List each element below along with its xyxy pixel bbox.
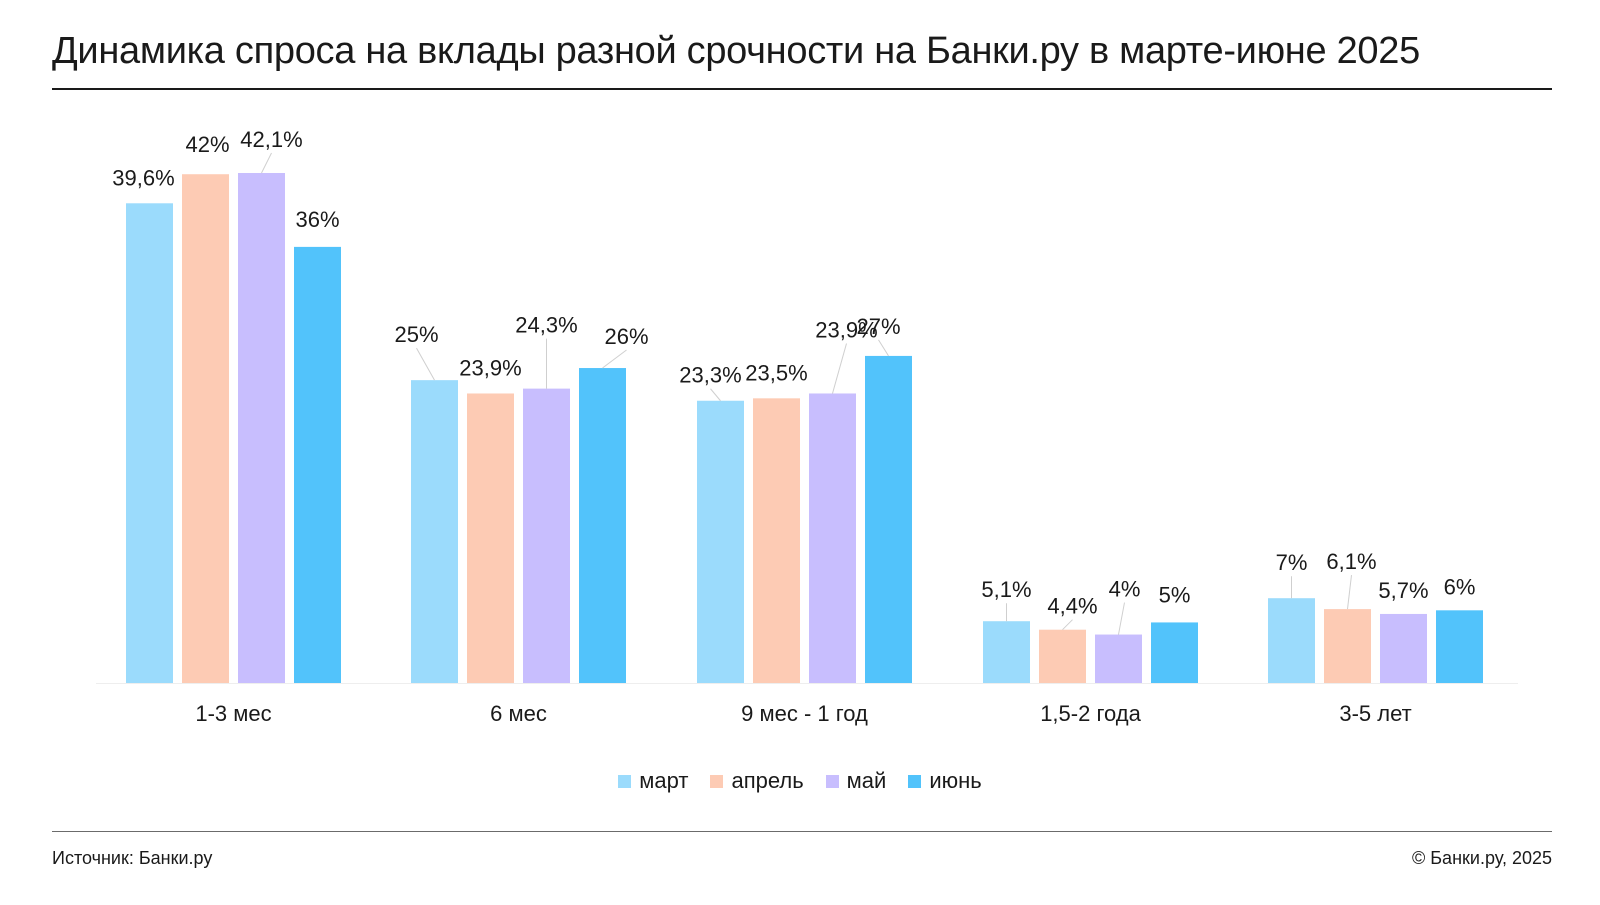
data-label: 23,3% <box>679 363 741 388</box>
title-divider <box>52 88 1552 90</box>
data-label: 6% <box>1444 574 1476 599</box>
data-label: 26% <box>604 324 648 349</box>
bar-март-4 <box>983 621 1030 683</box>
bar-апрель-3 <box>753 398 800 683</box>
legend-item-апрель: апрель <box>710 768 804 794</box>
legend-swatch <box>908 774 922 788</box>
data-label: 27% <box>856 314 900 339</box>
bar-июнь-4 <box>1151 622 1198 683</box>
bar-март-3 <box>697 400 744 683</box>
data-label-leader <box>710 388 721 402</box>
bar-апрель-5 <box>1324 609 1371 683</box>
data-label-leader <box>1062 619 1073 631</box>
data-label: 5,7% <box>1378 578 1428 603</box>
legend-item-май: май <box>825 768 887 794</box>
data-label: 6,1% <box>1326 549 1376 574</box>
bar-май-3 <box>809 393 856 683</box>
bar-апрель-2 <box>467 393 514 683</box>
bar-апрель-1 <box>182 174 229 683</box>
category-label: 1-3 мес <box>195 701 271 726</box>
bar-chart: 39,6% 42% 42,1% 36% 1-3 мес 25% 23,9% 24,3% 26% 6… <box>96 127 1518 726</box>
category-label: 6 мес <box>490 701 547 726</box>
data-label-leader <box>878 339 889 357</box>
bar-июнь-5 <box>1436 610 1483 683</box>
footer-divider <box>52 831 1552 832</box>
bar-май-4 <box>1095 634 1142 683</box>
source-note: Источник: Банки.ру <box>52 848 213 868</box>
data-label: 39,6% <box>112 165 174 190</box>
chart-legend: март апрель май июнь <box>0 768 1600 794</box>
bar-март-2 <box>411 380 458 683</box>
data-label: 42,1% <box>240 127 302 152</box>
data-label: 24,3% <box>515 313 577 338</box>
legend-swatch <box>825 774 839 788</box>
data-label: 42% <box>185 132 229 157</box>
legend-item-июнь: июнь <box>908 768 982 794</box>
data-label: 25% <box>394 322 438 347</box>
bar-май-2 <box>523 388 570 683</box>
data-label: 23,9% <box>459 355 521 380</box>
legend-swatch <box>618 774 632 788</box>
bar-июнь-3 <box>865 355 912 683</box>
data-label: 4,4% <box>1047 594 1097 619</box>
legend-label: июнь <box>929 768 982 793</box>
data-label: 5% <box>1159 582 1191 607</box>
legend-item-март: март <box>618 768 688 794</box>
category-label: 1,5-2 года <box>1040 701 1141 726</box>
data-label: 5,1% <box>981 577 1031 602</box>
data-label-leader <box>832 343 847 394</box>
bar-май-5 <box>1380 613 1427 683</box>
data-label-leader <box>416 347 435 381</box>
legend-label: апрель <box>731 768 804 793</box>
data-label-leader <box>602 349 627 369</box>
copyright-note: © Банки.ру, 2025 <box>1411 848 1552 868</box>
bar-март-1 <box>126 203 173 683</box>
data-label: 7% <box>1276 550 1308 575</box>
bar-апрель-4 <box>1039 629 1086 683</box>
bar-май-1 <box>238 173 285 683</box>
bar-июнь-1 <box>294 246 341 683</box>
data-label-leader <box>1347 575 1352 610</box>
category-label: 3-5 лет <box>1339 701 1411 726</box>
bar-март-5 <box>1268 598 1315 683</box>
bar-июнь-2 <box>579 368 626 683</box>
legend-label: май <box>846 768 887 793</box>
category-label: 9 мес - 1 год <box>741 701 868 726</box>
data-label: 23,5% <box>745 360 807 385</box>
data-label: 36% <box>295 207 339 232</box>
legend-label: март <box>639 768 689 793</box>
data-label-leader <box>1118 602 1125 635</box>
chart-title: Динамика спроса на вклады разной срочнос… <box>52 30 1420 72</box>
data-label: 4% <box>1109 577 1141 602</box>
data-label: 23,9% <box>815 317 877 342</box>
legend-swatch <box>710 774 724 788</box>
data-label-leader <box>261 152 272 174</box>
